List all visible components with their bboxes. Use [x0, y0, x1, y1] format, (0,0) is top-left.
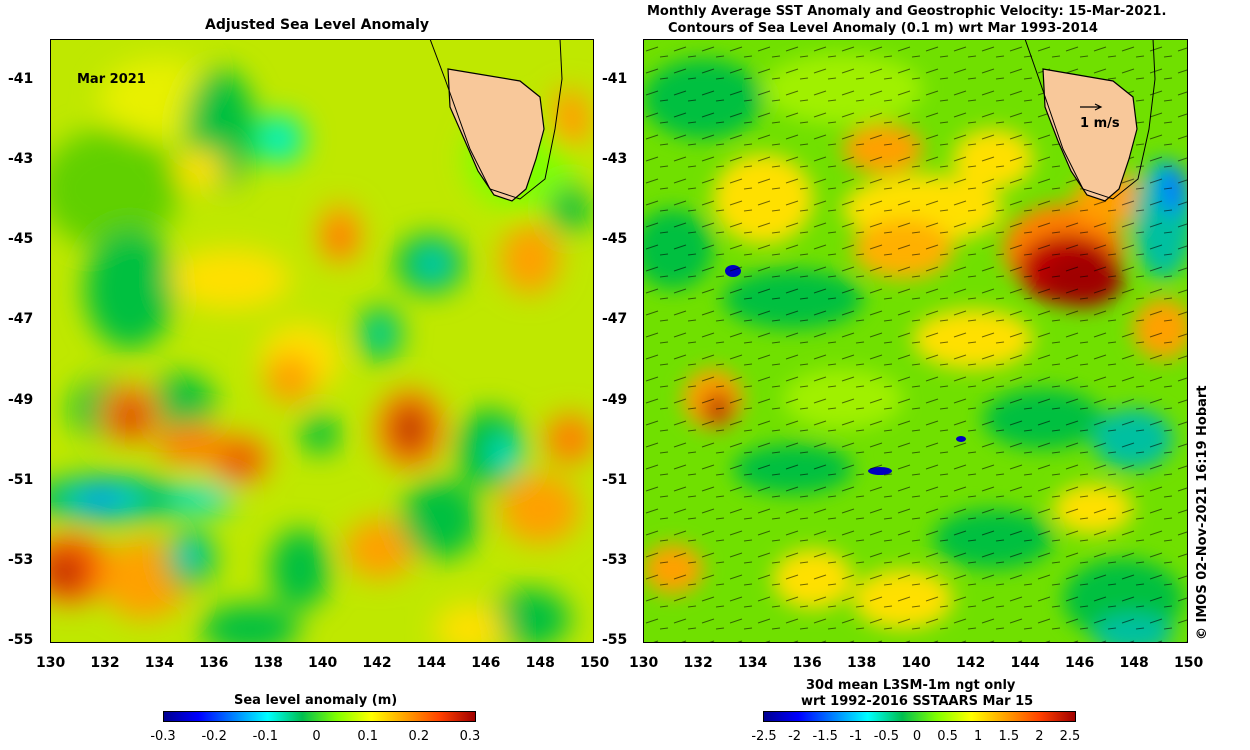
x-tick-right-9: 148: [1119, 655, 1149, 671]
left-colorbar-tick-4: 0.1: [357, 729, 378, 744]
x-tick-left-10: 150: [580, 655, 610, 671]
y-tick-left-4: -49: [8, 391, 34, 408]
velocity-scale-label: 1 m/s: [1080, 116, 1120, 131]
x-tick-right-5: 140: [901, 655, 931, 671]
credit-label: © IMOS 02-Nov-2021 16:19 Hobart: [1195, 385, 1210, 640]
x-tick-right-3: 136: [792, 655, 822, 671]
right-colorbar-tick-9: 2: [1035, 729, 1044, 744]
left-colorbar-tick-5: 0.2: [408, 729, 430, 744]
right-colorbar-label-line1: 30d mean L3SM-1m ngt only: [806, 678, 1016, 693]
right-panel-title-line1: Monthly Average SST Anomaly and Geostrop…: [647, 4, 1167, 19]
right-colorbar-tick-10: 2.5: [1059, 729, 1081, 744]
left-colorbar-tick-6: 0.3: [459, 729, 481, 744]
right-colorbar-tick-8: 1.5: [998, 729, 1020, 744]
right-colorbar: [763, 711, 1076, 722]
left-colorbar-tick-3: 0: [312, 729, 321, 744]
x-tick-left-8: 146: [471, 655, 501, 671]
x-tick-right-10: 150: [1174, 655, 1204, 671]
y-tick-left-5: -51: [8, 471, 34, 488]
y-tick-left-3: -47: [8, 311, 34, 328]
y-tick-right-3: -47: [602, 311, 628, 328]
right-panel-title-line2: Contours of Sea Level Anomaly (0.1 m) wr…: [668, 21, 1098, 36]
x-tick-left-3: 136: [199, 655, 229, 671]
y-tick-right-7: -55: [602, 632, 628, 648]
x-tick-right-6: 142: [956, 655, 986, 671]
left-colorbar-tick-0: -0.3: [150, 729, 176, 744]
x-tick-left-4: 138: [253, 655, 283, 671]
y-tick-left-1: -43: [8, 151, 34, 168]
x-tick-left-7: 144: [416, 655, 447, 671]
left-panel-title: Adjusted Sea Level Anomaly: [205, 17, 430, 33]
x-tick-left-6: 142: [362, 655, 392, 671]
x-tick-left-1: 132: [90, 655, 120, 671]
x-tick-left-9: 148: [525, 655, 555, 671]
tasmania-land: [1042, 68, 1138, 202]
right-colorbar-tick-4: -0.5: [873, 729, 900, 744]
y-tick-left-6: -53: [8, 551, 34, 568]
left-colorbar-tick-1: -0.2: [201, 729, 227, 744]
right-colorbar-tick-1: -2: [788, 729, 802, 744]
x-tick-right-1: 132: [683, 655, 713, 671]
y-tick-left-0: -41: [8, 71, 34, 87]
left-colorbar-tick-2: -0.1: [252, 729, 279, 744]
velocity-scale-arrow: [1080, 103, 1103, 111]
y-tick-right-1: -43: [602, 151, 628, 168]
x-tick-left-0: 130: [36, 655, 66, 671]
y-tick-left-2: -45: [8, 231, 34, 248]
x-tick-right-7: 144: [1010, 655, 1040, 671]
y-tick-right-4: -49: [602, 391, 628, 408]
y-tick-left-7: -55: [8, 632, 34, 648]
sst-anomaly-map: [643, 39, 1188, 643]
tasmania-land: [447, 68, 545, 202]
left-colorbar-label: Sea level anomaly (m): [234, 693, 398, 708]
y-tick-right-2: -45: [602, 231, 628, 248]
left-colorbar: [163, 711, 476, 722]
right-colorbar-tick-5: 0: [912, 729, 922, 744]
right-map-frame: [643, 39, 1188, 643]
x-tick-left-5: 140: [308, 655, 338, 671]
right-colorbar-tick-3: -1: [849, 729, 863, 744]
y-tick-right-6: -53: [602, 551, 628, 568]
map-date-label: Mar 2021: [77, 72, 146, 87]
x-tick-right-4: 138: [847, 655, 877, 671]
right-colorbar-tick-6: 0.5: [937, 729, 958, 744]
y-tick-right-0: -41: [602, 71, 628, 87]
x-tick-left-2: 134: [144, 655, 175, 671]
y-tick-right-5: -51: [602, 471, 628, 488]
sea-level-anomaly-map: [50, 39, 594, 643]
left-map-frame: [50, 39, 594, 643]
x-tick-right-8: 146: [1065, 655, 1095, 671]
x-tick-right-2: 134: [738, 655, 768, 671]
right-colorbar-label-line2: wrt 1992-2016 SSTAARS Mar 15: [801, 694, 1034, 709]
right-colorbar-tick-2: -1.5: [812, 729, 838, 744]
x-tick-right-0: 130: [629, 655, 659, 671]
right-colorbar-tick-0: -2.5: [751, 729, 777, 744]
right-colorbar-tick-7: 1: [974, 729, 983, 744]
